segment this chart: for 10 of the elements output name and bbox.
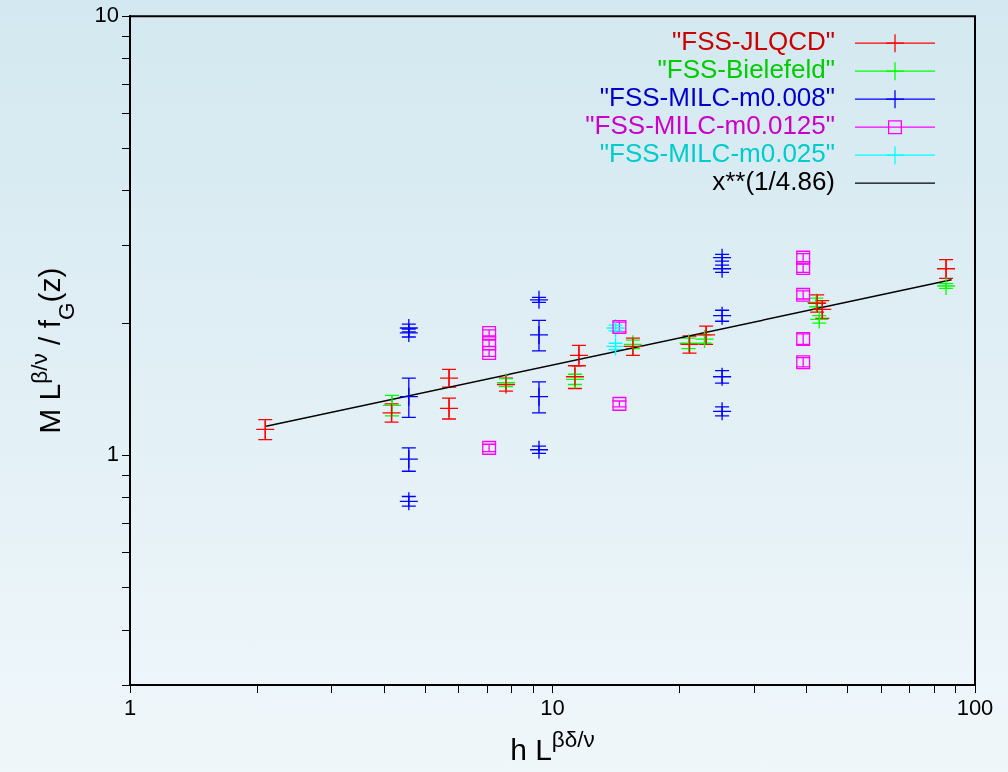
x-tick-label: 10 <box>540 695 565 721</box>
legend-label: x**(1/4.86) <box>712 166 835 197</box>
x-tick-label: 100 <box>956 695 994 721</box>
legend-label: "FSS-JLQCD" <box>672 26 835 57</box>
y-axis-title: M Lβ/ν / fG(z) <box>26 267 79 434</box>
x-tick-label: 1 <box>123 695 137 721</box>
legend-label: "FSS-Bielefeld" <box>657 54 835 85</box>
legend-label: "FSS-MILC-m0.025" <box>599 138 835 169</box>
legend-label: "FSS-MILC-m0.008" <box>599 82 835 113</box>
legend-label: "FSS-MILC-m0.0125" <box>585 110 835 141</box>
